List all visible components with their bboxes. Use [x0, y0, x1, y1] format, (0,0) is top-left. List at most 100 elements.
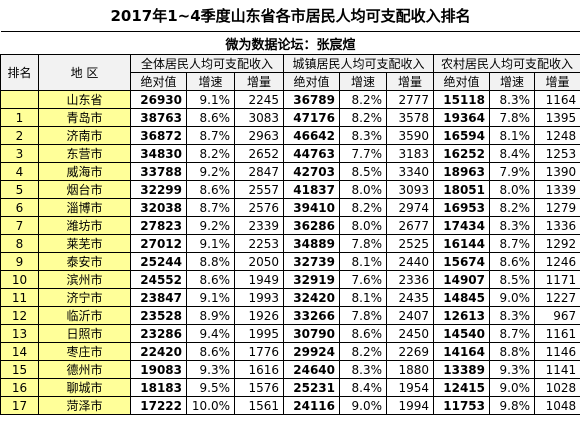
- growth-rate: 8.6%: [186, 180, 235, 199]
- absolute-value: 17222: [130, 396, 187, 415]
- increment: 1141: [533, 360, 580, 379]
- increment: 3340: [386, 162, 434, 181]
- rank: 16: [0, 378, 39, 397]
- region: 淄博市: [38, 198, 131, 217]
- rank: 7: [0, 216, 39, 235]
- absolute-value: 14907: [433, 270, 490, 289]
- growth-rate: 9.1%: [186, 234, 235, 253]
- absolute-value: 23528: [130, 306, 187, 325]
- region: 烟台市: [38, 180, 131, 199]
- data-row: 4 威海市 33788 9.2% 2847 42703 8.5% 3340 18963 7.9% 1…: [0, 162, 580, 181]
- increment: 1253: [533, 144, 580, 163]
- growth-rate: 8.2%: [339, 342, 387, 361]
- increment: 1146: [533, 342, 580, 361]
- title: 2017年1~4季度山东省各市居民人均可支配收入排名: [110, 7, 471, 25]
- increment: 3578: [386, 108, 434, 127]
- increment: 2652: [234, 144, 284, 163]
- subheader: 增量: [234, 72, 284, 91]
- absolute-value: 16252: [433, 144, 490, 163]
- region: 山东省: [38, 90, 131, 109]
- rank: [0, 90, 39, 109]
- increment: 2847: [234, 162, 284, 181]
- region: 德州市: [38, 360, 131, 379]
- data-row: 7 潍坊市 27823 9.2% 2339 36286 8.0% 2677 17434 8.3% 1…: [0, 216, 580, 235]
- growth-rate: 9.0%: [489, 378, 535, 397]
- growth-rate: 8.0%: [339, 216, 387, 235]
- growth-rate: 8.2%: [339, 198, 387, 217]
- growth-rate: 8.2%: [186, 144, 235, 163]
- growth-rate: 9.2%: [186, 162, 235, 181]
- growth-rate: 8.6%: [339, 324, 387, 343]
- region: 东营市: [38, 144, 131, 163]
- increment: 2253: [234, 234, 284, 253]
- growth-rate: 7.8%: [339, 234, 387, 253]
- data-row: 1 青岛市 38763 8.6% 3083 47176 8.2% 3578 19364 7.8% 1…: [0, 108, 580, 127]
- absolute-value: 18963: [433, 162, 490, 181]
- growth-rate: 9.3%: [489, 360, 535, 379]
- increment: 1395: [533, 108, 580, 127]
- rank: 14: [0, 342, 39, 361]
- subheader: 增量: [533, 72, 580, 91]
- title-row: 2017年1~4季度山东省各市居民人均可支配收入排名: [1, 0, 580, 32]
- increment: 2525: [386, 234, 434, 253]
- absolute-value: 16594: [433, 126, 490, 145]
- rank: 1: [0, 108, 39, 127]
- increment: 1880: [386, 360, 434, 379]
- region: 威海市: [38, 162, 131, 181]
- growth-rate: 8.3%: [339, 360, 387, 379]
- growth-rate: 8.6%: [186, 342, 235, 361]
- absolute-value: 41837: [283, 180, 340, 199]
- absolute-value: 32420: [283, 288, 340, 307]
- absolute-value: 32739: [283, 252, 340, 271]
- increment: 2450: [386, 324, 434, 343]
- absolute-value: 16144: [433, 234, 490, 253]
- region: 莱芜市: [38, 234, 131, 253]
- absolute-value: 34830: [130, 144, 187, 163]
- growth-rate: 8.0%: [339, 180, 387, 199]
- data-row: 16 聊城市 18183 9.5% 1576 25231 8.4% 1954 12415 9.0%…: [0, 378, 580, 397]
- absolute-value: 12415: [433, 378, 490, 397]
- absolute-value: 14164: [433, 342, 490, 361]
- growth-rate: 9.0%: [339, 396, 387, 415]
- increment: 1279: [533, 198, 580, 217]
- header-row: 排名地 区全体居民人均可支配收入 城镇居民人均可支配收入 农村居民人均可支配收入: [0, 54, 580, 91]
- subheader: 绝对值: [130, 72, 187, 91]
- growth-rate: 8.8%: [489, 342, 535, 361]
- rank: 3: [0, 144, 39, 163]
- absolute-value: 39410: [283, 198, 340, 217]
- absolute-value: 14540: [433, 324, 490, 343]
- growth-rate: 10.0%: [186, 396, 235, 415]
- growth-rate: 8.4%: [339, 378, 387, 397]
- region-header: 地 区: [38, 54, 131, 91]
- growth-rate: 8.0%: [489, 180, 535, 199]
- rank: 12: [0, 306, 39, 325]
- absolute-value: 13389: [433, 360, 490, 379]
- growth-rate: 8.6%: [186, 270, 235, 289]
- increment: 1926: [234, 306, 284, 325]
- growth-rate: 7.9%: [489, 162, 535, 181]
- growth-rate: 9.1%: [186, 90, 235, 109]
- absolute-value: 15118: [433, 90, 490, 109]
- data-row: 8 莱芜市 27012 9.1% 2253 34889 7.8% 2525 16144 8.7% 1…: [0, 234, 580, 253]
- data-row: 10 滨州市 24552 8.6% 1949 32919 7.6% 2336 14907 8.5%…: [0, 270, 580, 289]
- income-table: 2017年1~4季度山东省各市居民人均可支配收入排名 微为数据论坛：张宸煊 排名…: [0, 0, 580, 415]
- group-header: 全体居民人均可支配收入: [130, 54, 284, 73]
- growth-rate: 8.2%: [489, 198, 535, 217]
- absolute-value: 32919: [283, 270, 340, 289]
- rank: 17: [0, 396, 39, 415]
- absolute-value: 36872: [130, 126, 187, 145]
- absolute-value: 29924: [283, 342, 340, 361]
- increment: 1336: [533, 216, 580, 235]
- absolute-value: 24640: [283, 360, 340, 379]
- absolute-value: 16953: [433, 198, 490, 217]
- subheader: 增速: [186, 72, 235, 91]
- growth-rate: 9.8%: [489, 396, 535, 415]
- growth-rate: 8.1%: [339, 288, 387, 307]
- growth-rate: 8.7%: [489, 234, 535, 253]
- absolute-value: 27012: [130, 234, 187, 253]
- region: 青岛市: [38, 108, 131, 127]
- growth-rate: 9.0%: [489, 288, 535, 307]
- growth-rate: 9.3%: [186, 360, 235, 379]
- rank: 13: [0, 324, 39, 343]
